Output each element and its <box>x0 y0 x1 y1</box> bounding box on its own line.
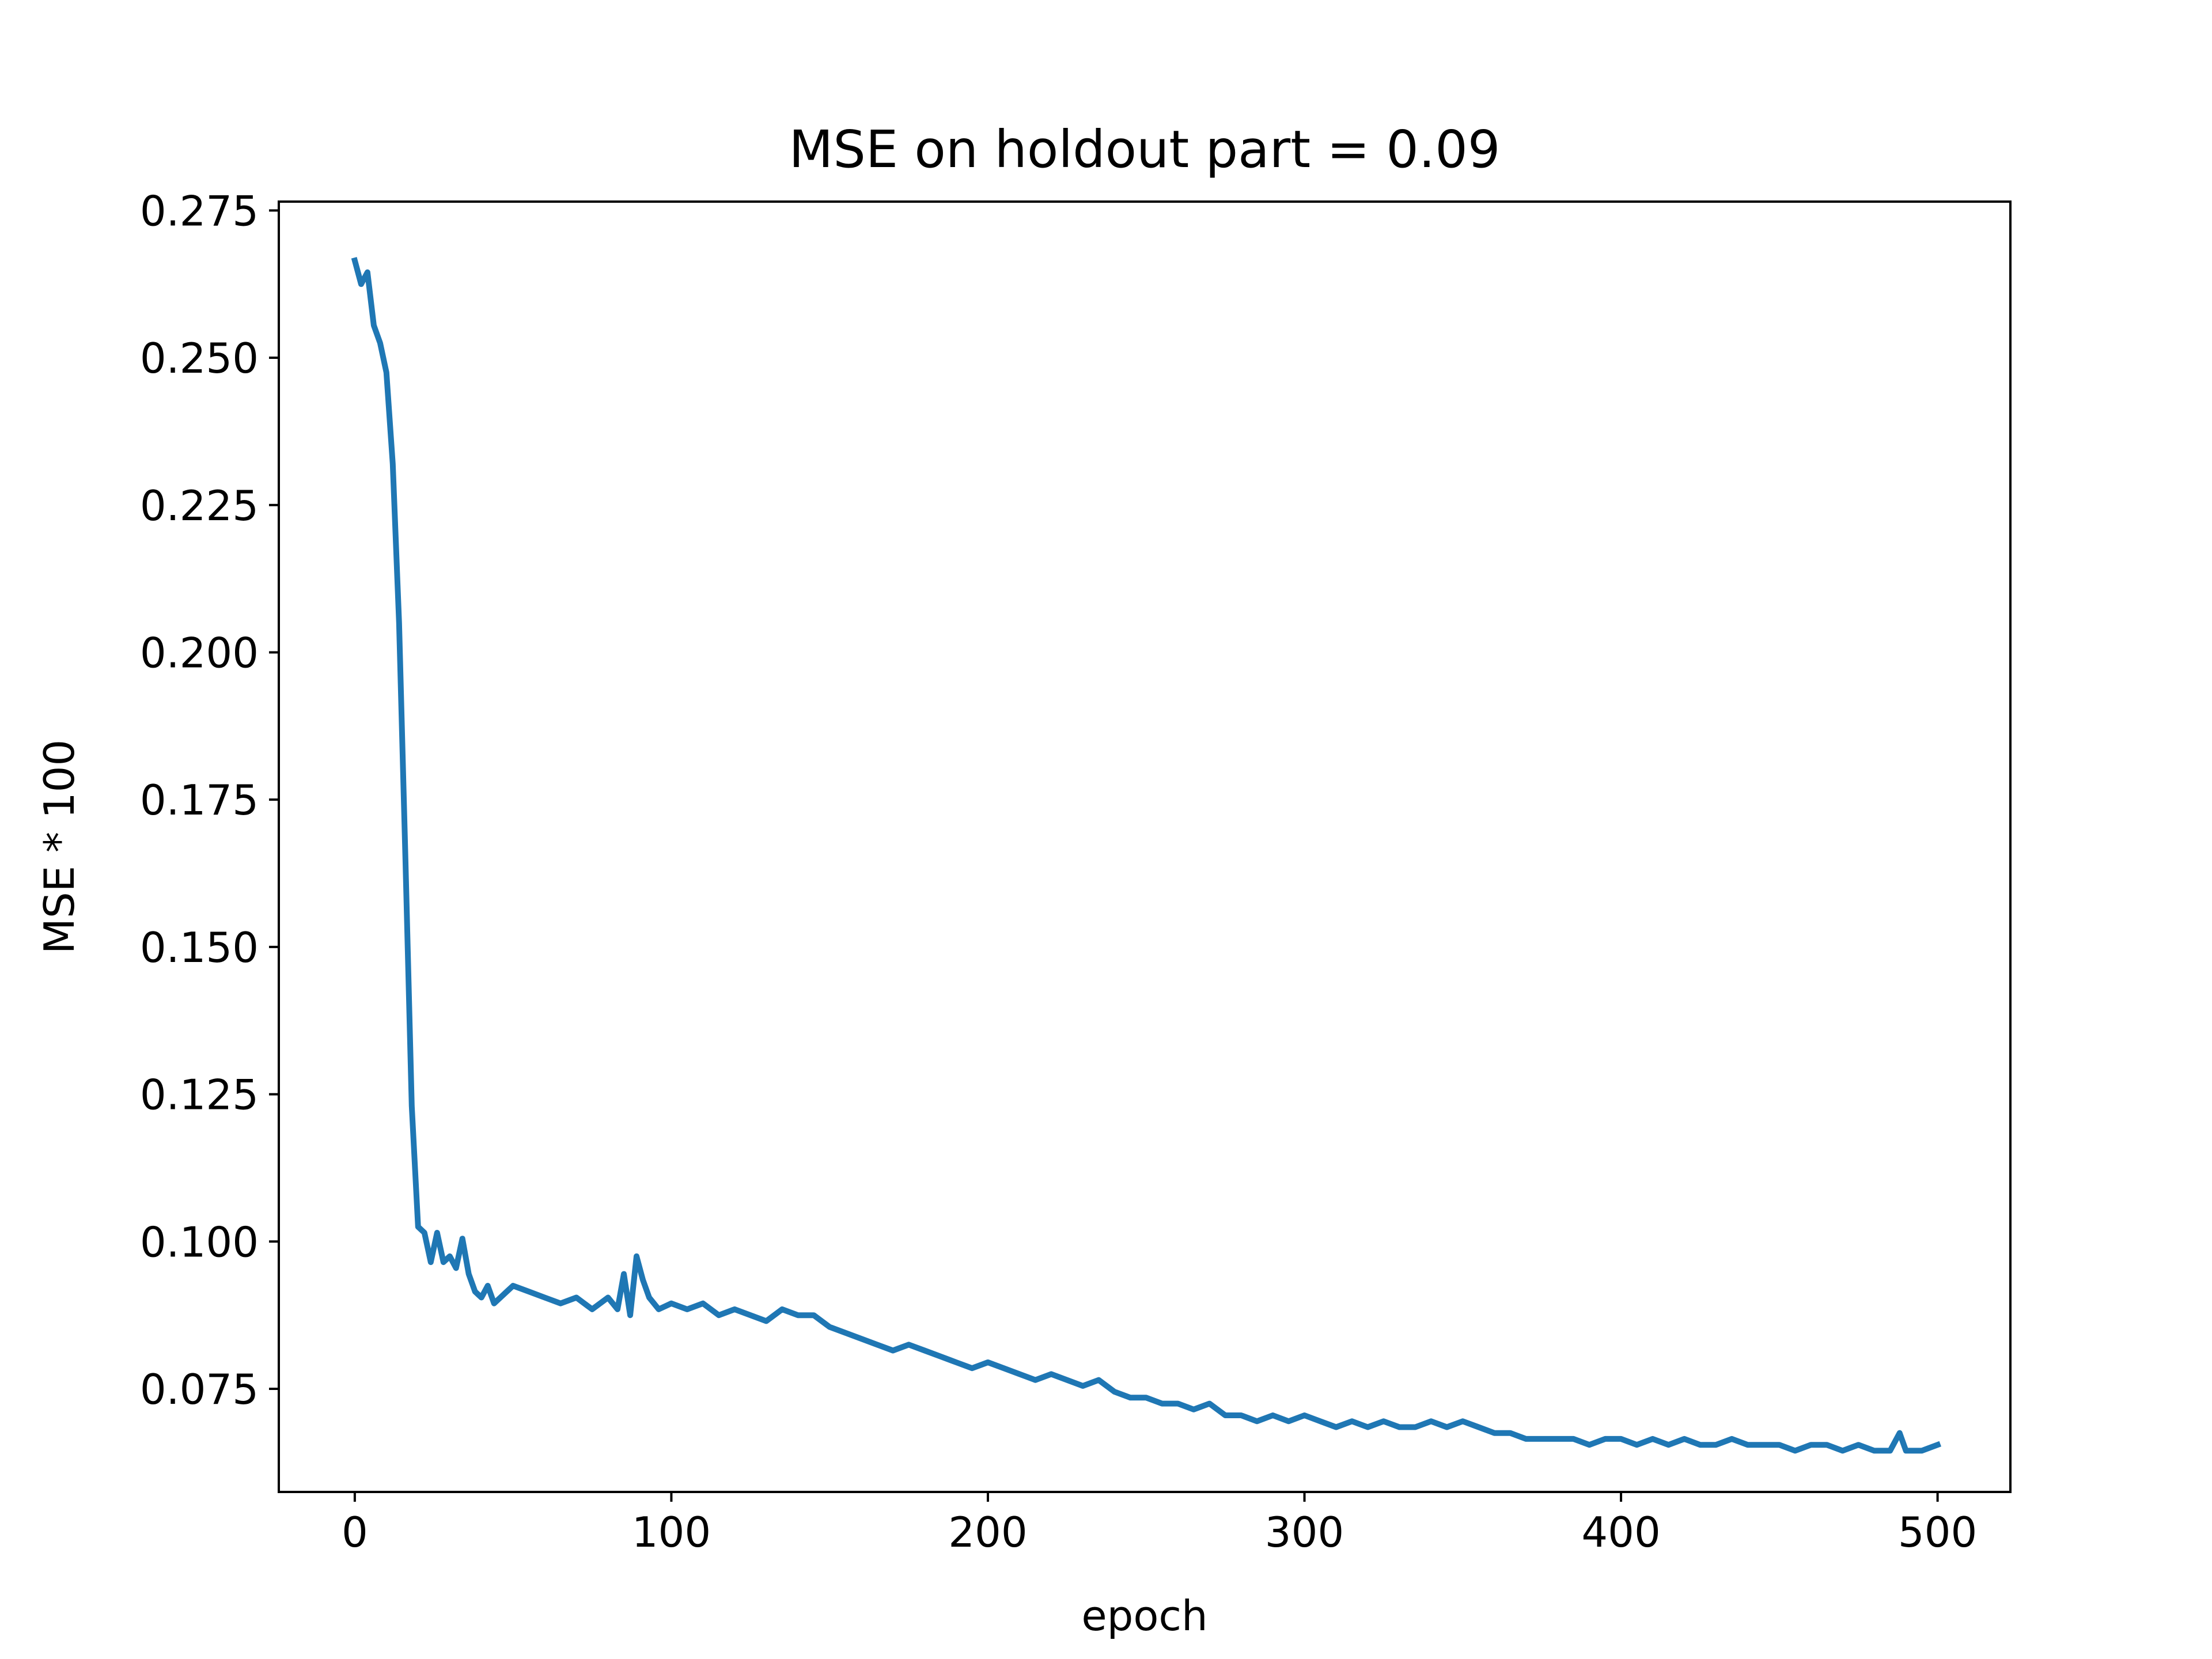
x-tick-label: 100 <box>632 1508 711 1556</box>
y-tick-label: 0.275 <box>140 187 259 235</box>
y-tick-label: 0.175 <box>140 776 259 824</box>
plot-area <box>351 257 1942 1454</box>
y-axis: 0.075 0.100 0.125 0.150 0.175 0.200 0.225 0.250… <box>140 187 279 1414</box>
y-tick-label: 0.250 <box>140 334 259 382</box>
y-tick-label: 0.150 <box>140 923 259 972</box>
y-tick-label: 0.100 <box>140 1218 259 1266</box>
x-tick-label: 300 <box>1265 1508 1344 1556</box>
y-axis-label: MSE * 100 <box>35 740 84 955</box>
y-tick-label: 0.225 <box>140 482 259 530</box>
x-tick-label: 0 <box>342 1508 368 1556</box>
x-tick-label: 200 <box>948 1508 1027 1556</box>
x-tick-label: 400 <box>1581 1508 1660 1556</box>
x-axis-label: epoch <box>1081 1592 1207 1640</box>
chart-title: MSE on holdout part = 0.09 <box>789 119 1501 179</box>
x-axis: 0 100 200 300 400 500 <box>342 1492 1977 1556</box>
x-tick-label: 500 <box>1898 1508 1977 1556</box>
y-tick-label: 0.075 <box>140 1365 259 1414</box>
y-tick-label: 0.200 <box>140 628 259 677</box>
series-line <box>351 257 1942 1454</box>
plot-frame <box>278 200 2012 1493</box>
y-tick-label: 0.125 <box>140 1071 259 1119</box>
